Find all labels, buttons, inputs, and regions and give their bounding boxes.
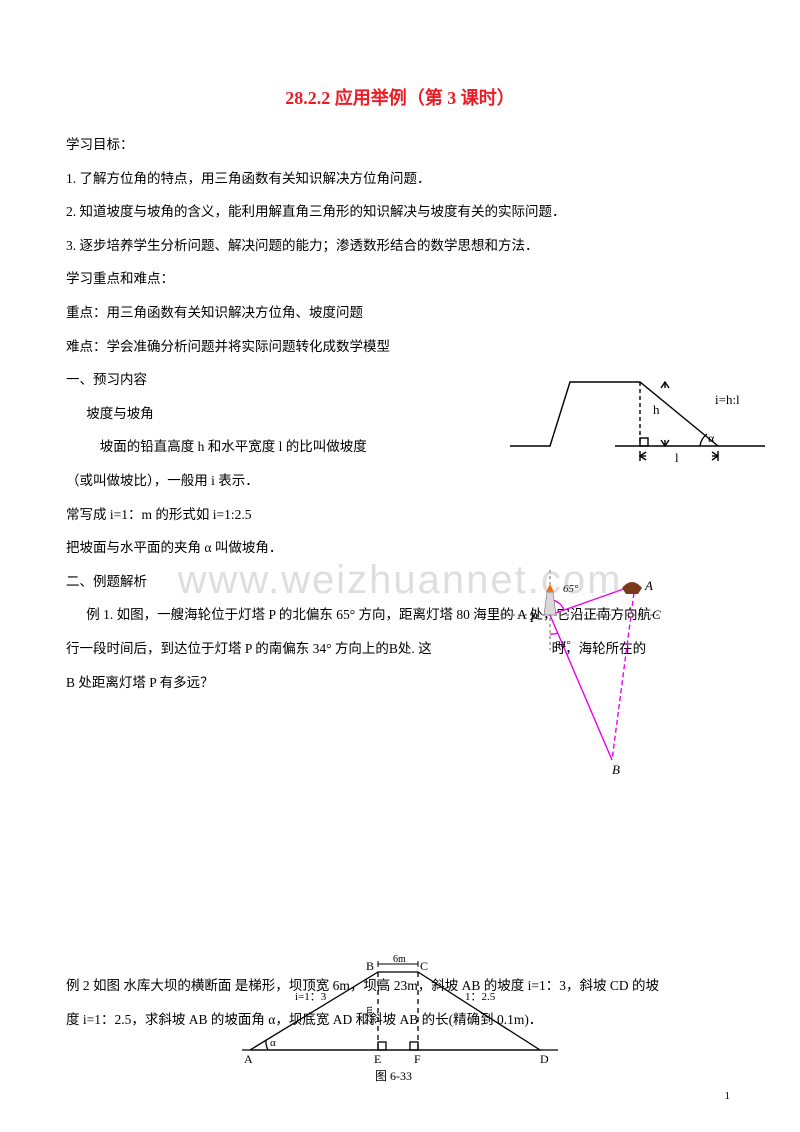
- objective-2: 2. 知道坡度与坡角的含义，能利用解直角三角形的知识解决与坡度有关的实际问题．: [66, 201, 734, 223]
- example2-diagram: 6m 23m i=1：3 1：2.5 α A B C D E F 图 6-33: [240, 950, 560, 1090]
- ex1-C: C: [652, 607, 661, 622]
- boat-icon: [622, 582, 642, 594]
- slope-def-3: 常写成 i=1：m 的形式如 i=1:2.5: [66, 504, 734, 526]
- ex2-top-label: 6m: [393, 954, 406, 965]
- lighthouse-icon: [544, 584, 556, 615]
- ex1-B: B: [612, 762, 620, 777]
- slope-def-2: （或叫做坡比），一般用 i 表示．: [66, 470, 456, 492]
- ex2-caption: 图 6-33: [375, 1069, 412, 1083]
- ex2-D: D: [540, 1052, 549, 1066]
- slope-def-1: 坡面的铅直高度 h 和水平宽度 l 的比叫做坡度: [66, 436, 456, 458]
- slope-h-label: h: [653, 402, 660, 417]
- objective-3: 3. 逐步培养学生分析问题、解决问题的能力；渗透数形结合的数学思想和方法．: [66, 235, 734, 257]
- key-point: 重点：用三角函数有关知识解决方位角、坡度问题: [66, 302, 734, 324]
- ex2-E: E: [374, 1052, 381, 1066]
- slope-def-4: 把坡面与水平面的夹角 α 叫做坡角．: [66, 537, 734, 559]
- ex2-alpha: α: [270, 1037, 276, 1049]
- ex1-angle65: 65°: [563, 583, 579, 595]
- ex2-C: C: [420, 959, 428, 973]
- ex2-B: B: [366, 959, 374, 973]
- ex2-A: A: [244, 1052, 253, 1066]
- objective-1: 1. 了解方位角的特点，用三角函数有关知识解决方位角问题．: [66, 168, 734, 190]
- ex2-left-i: i=1：3: [295, 991, 327, 1003]
- slope-i-label: i=h:l: [715, 392, 740, 407]
- label-key-difficulty: 学习重点和难点：: [66, 268, 734, 290]
- slope-l-label: l: [675, 450, 679, 465]
- page-title: 28.2.2 应用举例（第 3 课时）: [66, 84, 734, 110]
- slope-alpha-label: α: [708, 431, 715, 445]
- example1-text-d: B 处距离灯塔 P 有多远？: [66, 672, 486, 694]
- ex1-A: A: [644, 578, 653, 593]
- example1-text-b: 行一段时间后，到达位于灯塔 P 的南偏东 34° 方向上的B处. 这: [66, 638, 432, 660]
- ex1-angle34: 34°: [554, 639, 571, 651]
- ex2-height-label: 23m: [364, 1006, 375, 1024]
- ex2-F: F: [414, 1052, 421, 1066]
- page-number: 1: [725, 1090, 731, 1102]
- ex1-P: P: [529, 610, 538, 625]
- ex2-right-i: 1：2.5: [465, 991, 496, 1003]
- example1-diagram: 65° 34° P A C B: [500, 570, 665, 780]
- label-objectives: 学习目标：: [66, 134, 734, 156]
- slope-diagram: h l i=h:l α: [510, 354, 770, 484]
